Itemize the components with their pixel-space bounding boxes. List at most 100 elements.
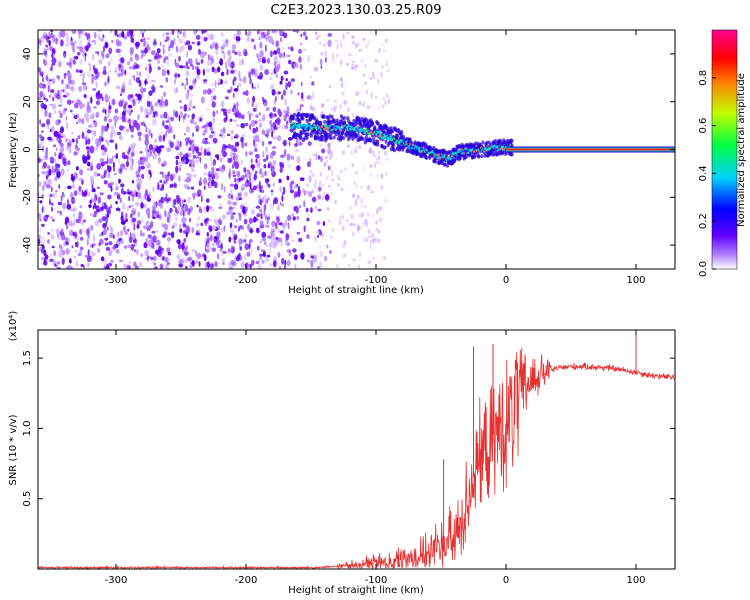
noise-mark [242,202,247,206]
noise-mark [273,113,277,118]
noise-mark [278,52,283,59]
noise-mark [46,118,51,126]
noise-mark [372,237,375,243]
noise-mark [192,154,197,159]
noise-mark [249,112,254,117]
noise-mark [246,97,250,104]
noise-mark [236,170,241,178]
noise-mark [313,253,318,259]
noise-mark [117,194,121,200]
noise-mark [128,155,133,162]
signal-mark [390,129,394,134]
noise-mark [147,234,152,239]
noise-mark [318,180,321,187]
noise-mark [107,194,112,200]
noise-mark [293,63,296,70]
noise-mark [87,149,90,156]
noise-mark [113,167,115,172]
noise-mark [252,107,257,112]
noise-mark [151,85,156,93]
noise-mark [300,177,305,181]
noise-mark [166,262,170,265]
noise-mark [253,139,256,147]
noise-mark [284,118,287,122]
noise-mark [207,246,212,250]
noise-mark [204,126,208,132]
noise-mark [52,52,55,59]
noise-mark [205,240,208,247]
noise-mark [115,115,119,123]
noise-mark [128,104,133,109]
noise-mark [262,114,266,121]
noise-mark [138,136,141,142]
noise-mark [115,249,120,254]
noise-mark [48,194,53,198]
noise-mark [231,50,236,53]
noise-mark [349,205,352,210]
noise-mark [93,106,97,109]
noise-mark [352,223,355,227]
noise-mark [141,173,145,179]
noise-mark [166,247,171,253]
signal-mark [309,133,313,138]
noise-mark [39,181,41,187]
signal-mark [335,118,339,123]
noise-mark [216,109,218,115]
noise-mark [313,257,317,264]
noise-mark [40,158,43,162]
noise-mark [270,126,274,131]
noise-mark [243,191,248,198]
noise-mark [144,134,149,140]
noise-mark [247,30,252,36]
noise-mark [333,106,336,113]
noise-mark [296,183,299,188]
noise-mark [93,68,98,75]
noise-mark [110,30,113,33]
noise-mark [268,263,273,267]
noise-mark [189,93,194,97]
noise-mark [322,43,327,47]
noise-mark [185,69,190,77]
noise-mark [195,232,200,236]
noise-mark [60,245,63,252]
noise-mark [95,91,101,100]
noise-mark [306,234,310,239]
noise-mark [196,256,199,260]
noise-mark [86,168,91,171]
noise-mark [161,68,167,77]
noise-mark [158,134,163,142]
noise-mark [103,116,108,122]
noise-mark [296,165,301,171]
noise-mark [314,254,318,259]
noise-mark [230,136,234,140]
noise-mark [116,131,122,136]
noise-mark [288,59,292,65]
noise-mark [162,44,166,48]
noise-mark [316,230,320,235]
noise-mark [273,61,277,66]
signal-mark [464,154,468,159]
noise-mark [376,208,379,215]
noise-mark [358,144,362,150]
noise-mark [367,40,370,46]
noise-mark [71,100,74,104]
noise-mark [241,140,245,149]
noise-mark [69,61,73,69]
noise-mark [150,85,153,89]
noise-mark [374,58,378,63]
noise-mark [244,262,249,269]
noise-mark [163,91,166,97]
noise-mark [227,57,230,64]
noise-mark [210,161,216,167]
noise-mark [55,37,58,45]
noise-mark [161,64,164,69]
noise-mark [67,264,72,269]
noise-mark [246,180,249,183]
noise-mark [311,81,315,86]
noise-mark [297,139,302,146]
noise-mark [70,86,74,91]
noise-mark [175,62,180,68]
noise-mark [222,258,225,264]
noise-mark [183,42,187,46]
x-tick-label: -200 [235,575,258,586]
